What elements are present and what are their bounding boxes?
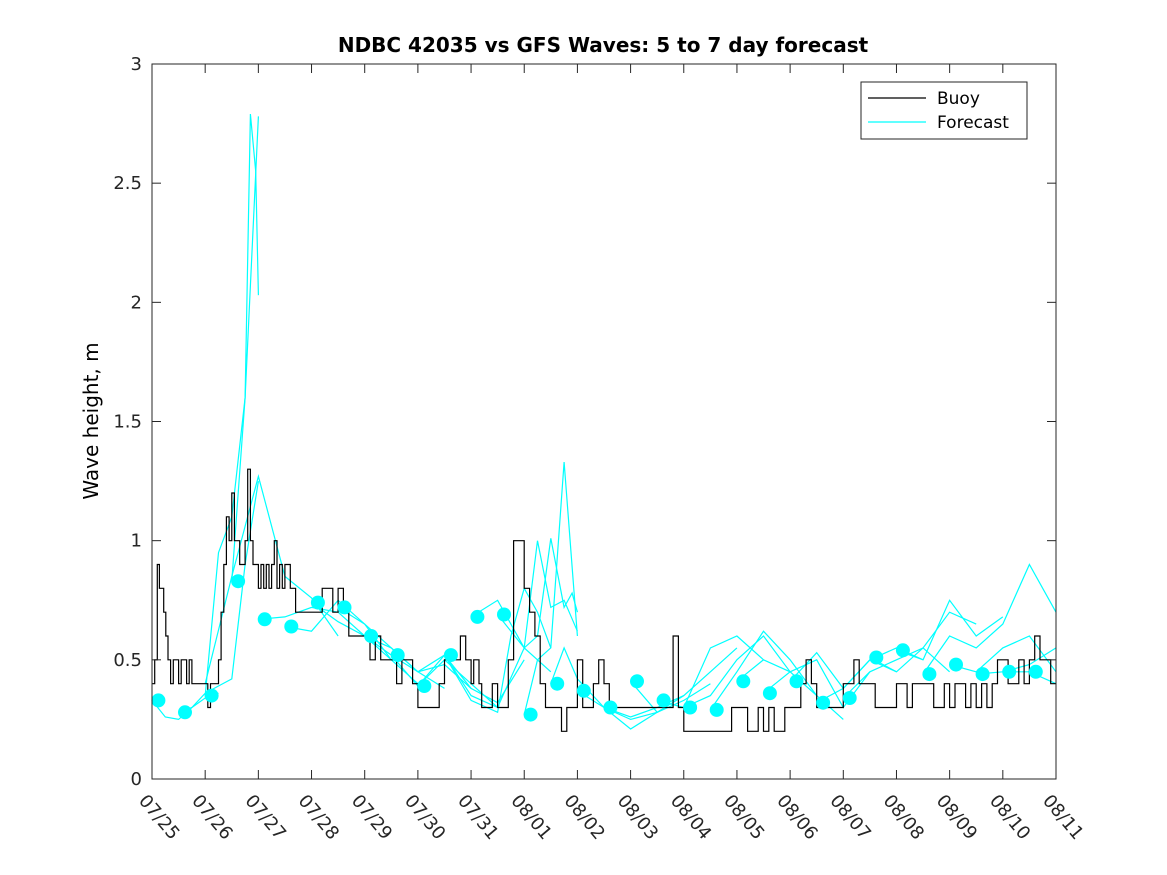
legend: Buoy Forecast [860,81,1028,140]
buoy-line [152,468,1056,732]
forecast-run-line [922,563,1057,675]
forecast-point [762,686,777,701]
chart-title: NDBC 42035 vs GFS Waves: 5 to 7 day fore… [338,33,869,57]
forecast-point [709,702,724,717]
forecast-run-line [550,646,658,721]
forecast-run-line [417,646,552,709]
forecast-run-line [630,647,738,714]
forecast-point [975,667,990,682]
y-axis-label: Wave height, m [79,342,103,499]
forecast-point [842,691,857,705]
y-axis-ticks: 0 0.5 1 1.5 2 2.5 3 [113,54,1056,790]
y-tick-label: 3 [131,54,142,75]
forecast-point [443,648,458,663]
forecast-point [922,667,937,682]
forecast-run-line [657,635,764,709]
forecast-run-line [842,647,951,699]
forecast-run-line [231,113,259,582]
forecast-point [895,643,910,658]
legend-forecast-label: Forecast [937,113,1009,133]
forecast-point [337,600,352,615]
forecast-point [364,629,379,643]
forecast-point [603,700,618,715]
forecast-markers [151,574,1043,722]
forecast-run-line [523,461,578,715]
forecast-run-line [949,635,1057,673]
forecast-point [151,693,166,708]
forecast-run-line [869,611,977,673]
forecast-point [178,705,192,720]
legend-buoy-label: Buoy [937,89,980,109]
y-tick-label: 0.5 [113,650,142,671]
buoy-series-line [152,468,1056,732]
forecast-point [310,595,325,610]
forecast-point [789,674,804,689]
y-tick-label: 2.5 [113,173,142,194]
forecast-point [470,609,485,624]
forecast-point [204,688,219,703]
forecast-point [257,612,272,627]
forecast-lines [151,113,1057,730]
forecast-point [390,648,405,663]
forecast-run-line [443,586,552,714]
forecast-point [1028,664,1043,679]
forecast-run-line [896,599,1004,661]
forecast-point [523,707,538,722]
forecast-point [1002,664,1017,679]
forecast-point [284,619,299,634]
forecast-run-line [364,635,499,708]
forecast-point [630,674,644,689]
legend-box [860,81,1028,140]
y-tick-label: 1 [131,531,142,552]
forecast-run-line [683,635,791,709]
forecast-point [231,574,246,589]
forecast-run-line [470,540,578,650]
forecast-run-line [390,654,525,704]
forecast-point [417,679,432,693]
forecast-run-line [284,599,419,685]
forecast-point [736,674,751,689]
forecast-run-line [497,538,578,649]
forecast-point [869,650,884,665]
y-tick-label: 2 [131,292,142,313]
forecast-point [816,695,831,710]
forecast-point [656,693,671,708]
y-tick-label: 1.5 [113,412,142,433]
forecast-run-line [311,602,445,689]
forecast-point [576,683,591,698]
forecast-point [550,676,565,691]
forecast-point [497,607,511,622]
forecast-point [949,657,963,672]
forecast-point [683,700,698,715]
y-tick-label: 0 [131,769,142,790]
